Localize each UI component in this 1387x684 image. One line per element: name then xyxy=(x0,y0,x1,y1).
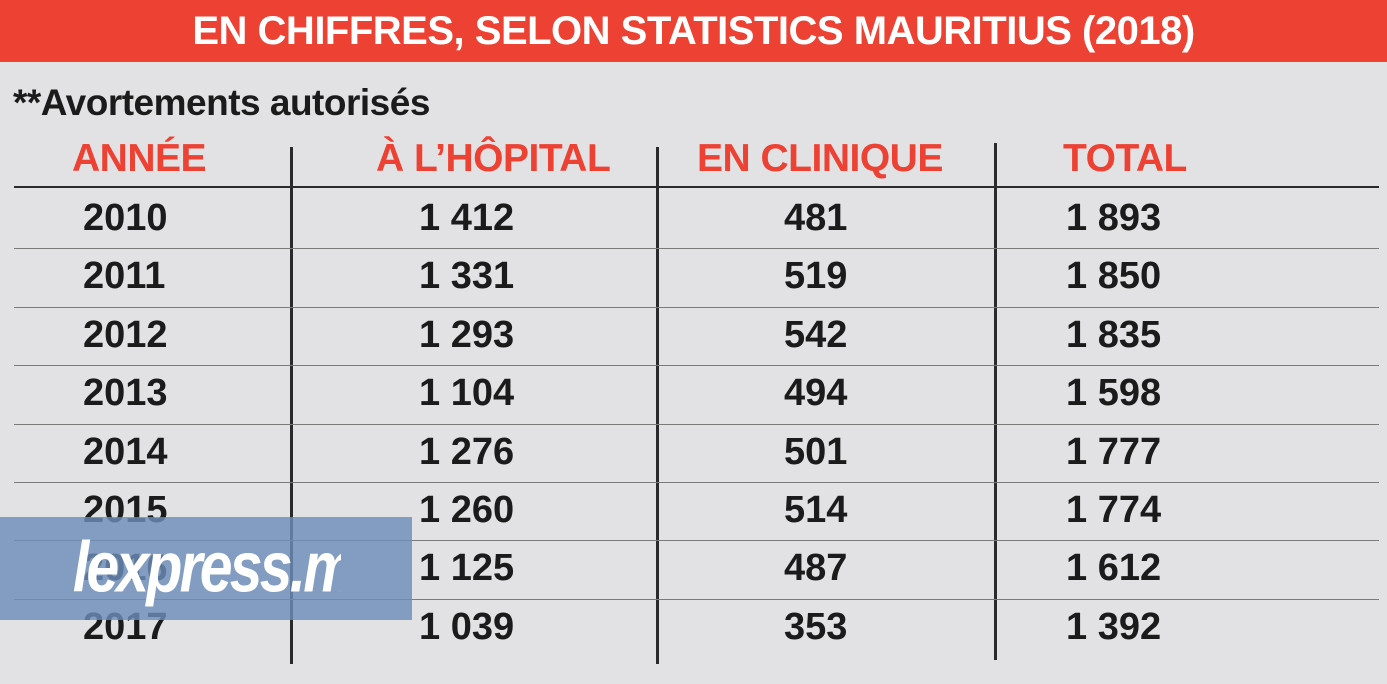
cell-hospital: 1 039 xyxy=(419,605,515,648)
table-subtitle: **Avortements autorisés xyxy=(13,82,430,123)
row-separator xyxy=(14,306,1379,308)
cell-year: 2013 xyxy=(83,372,168,415)
cell-hospital: 1 331 xyxy=(419,255,515,298)
cell-hospital: 1 293 xyxy=(419,313,515,356)
cell-total: 1 774 xyxy=(1066,488,1162,531)
cell-clinic: 542 xyxy=(784,313,848,356)
watermark-wordmark: lexpress.mu xyxy=(73,529,341,607)
cell-clinic: 494 xyxy=(784,372,848,415)
table-row: 2014 1 276 501 1 777 xyxy=(0,423,1387,482)
cell-total: 1 392 xyxy=(1066,605,1162,648)
column-divider xyxy=(656,147,659,664)
cell-hospital: 1 104 xyxy=(419,372,515,415)
cell-total: 1 835 xyxy=(1066,313,1162,356)
cell-clinic: 353 xyxy=(784,605,848,648)
banner-title: EN CHIFFRES, SELON STATISTICS MAURITIUS … xyxy=(192,8,1195,53)
banner: EN CHIFFRES, SELON STATISTICS MAURITIUS … xyxy=(0,0,1387,62)
cell-year: 2014 xyxy=(83,430,168,473)
header-year: ANNÉE xyxy=(72,137,207,180)
cell-total: 1 893 xyxy=(1066,197,1162,239)
row-separator xyxy=(14,365,1379,367)
header-hospital: À L’HÔPITAL xyxy=(376,137,611,180)
cell-year: 2012 xyxy=(83,313,168,356)
cell-hospital: 1 412 xyxy=(419,197,515,239)
cell-hospital: 1 125 xyxy=(419,547,515,590)
table-row: 2010 1 412 481 1 893 xyxy=(0,190,1387,248)
row-separator xyxy=(14,481,1379,483)
cell-total: 1 777 xyxy=(1066,430,1162,473)
cell-clinic: 514 xyxy=(784,488,848,531)
header-total: TOTAL xyxy=(1063,137,1187,180)
cell-hospital: 1 260 xyxy=(419,488,515,531)
cell-clinic: 501 xyxy=(784,430,848,473)
watermark-logo: lexpress.mu xyxy=(0,517,412,620)
cell-clinic: 519 xyxy=(784,255,848,298)
svg-text:lexpress.mu: lexpress.mu xyxy=(73,529,341,607)
header-rule xyxy=(14,186,1379,188)
row-separator xyxy=(14,598,1379,600)
cell-clinic: 487 xyxy=(784,547,848,590)
table-row: 2017 1 039 353 1 392 xyxy=(0,598,1387,657)
cell-hospital: 1 276 xyxy=(419,430,515,473)
table-row: 2013 1 104 494 1 598 xyxy=(0,365,1387,423)
cell-clinic: 481 xyxy=(784,197,848,239)
header-clinic: EN CLINIQUE xyxy=(697,137,943,180)
table-row: 2011 1 331 519 1 850 xyxy=(0,248,1387,306)
cell-year: 2010 xyxy=(83,197,168,239)
cell-total: 1 598 xyxy=(1066,372,1162,415)
column-divider xyxy=(994,143,997,660)
table-row: 2012 1 293 542 1 835 xyxy=(0,306,1387,365)
table-body: 2010 1 412 481 1 893 2011 1 331 519 1 850 2012 1 … xyxy=(0,190,1387,657)
row-separator xyxy=(14,248,1379,250)
column-divider xyxy=(290,147,293,664)
cell-total: 1 612 xyxy=(1066,547,1162,590)
row-separator xyxy=(14,540,1379,542)
cell-total: 1 850 xyxy=(1066,255,1162,298)
row-separator xyxy=(14,423,1379,425)
cell-year: 2011 xyxy=(83,255,166,298)
